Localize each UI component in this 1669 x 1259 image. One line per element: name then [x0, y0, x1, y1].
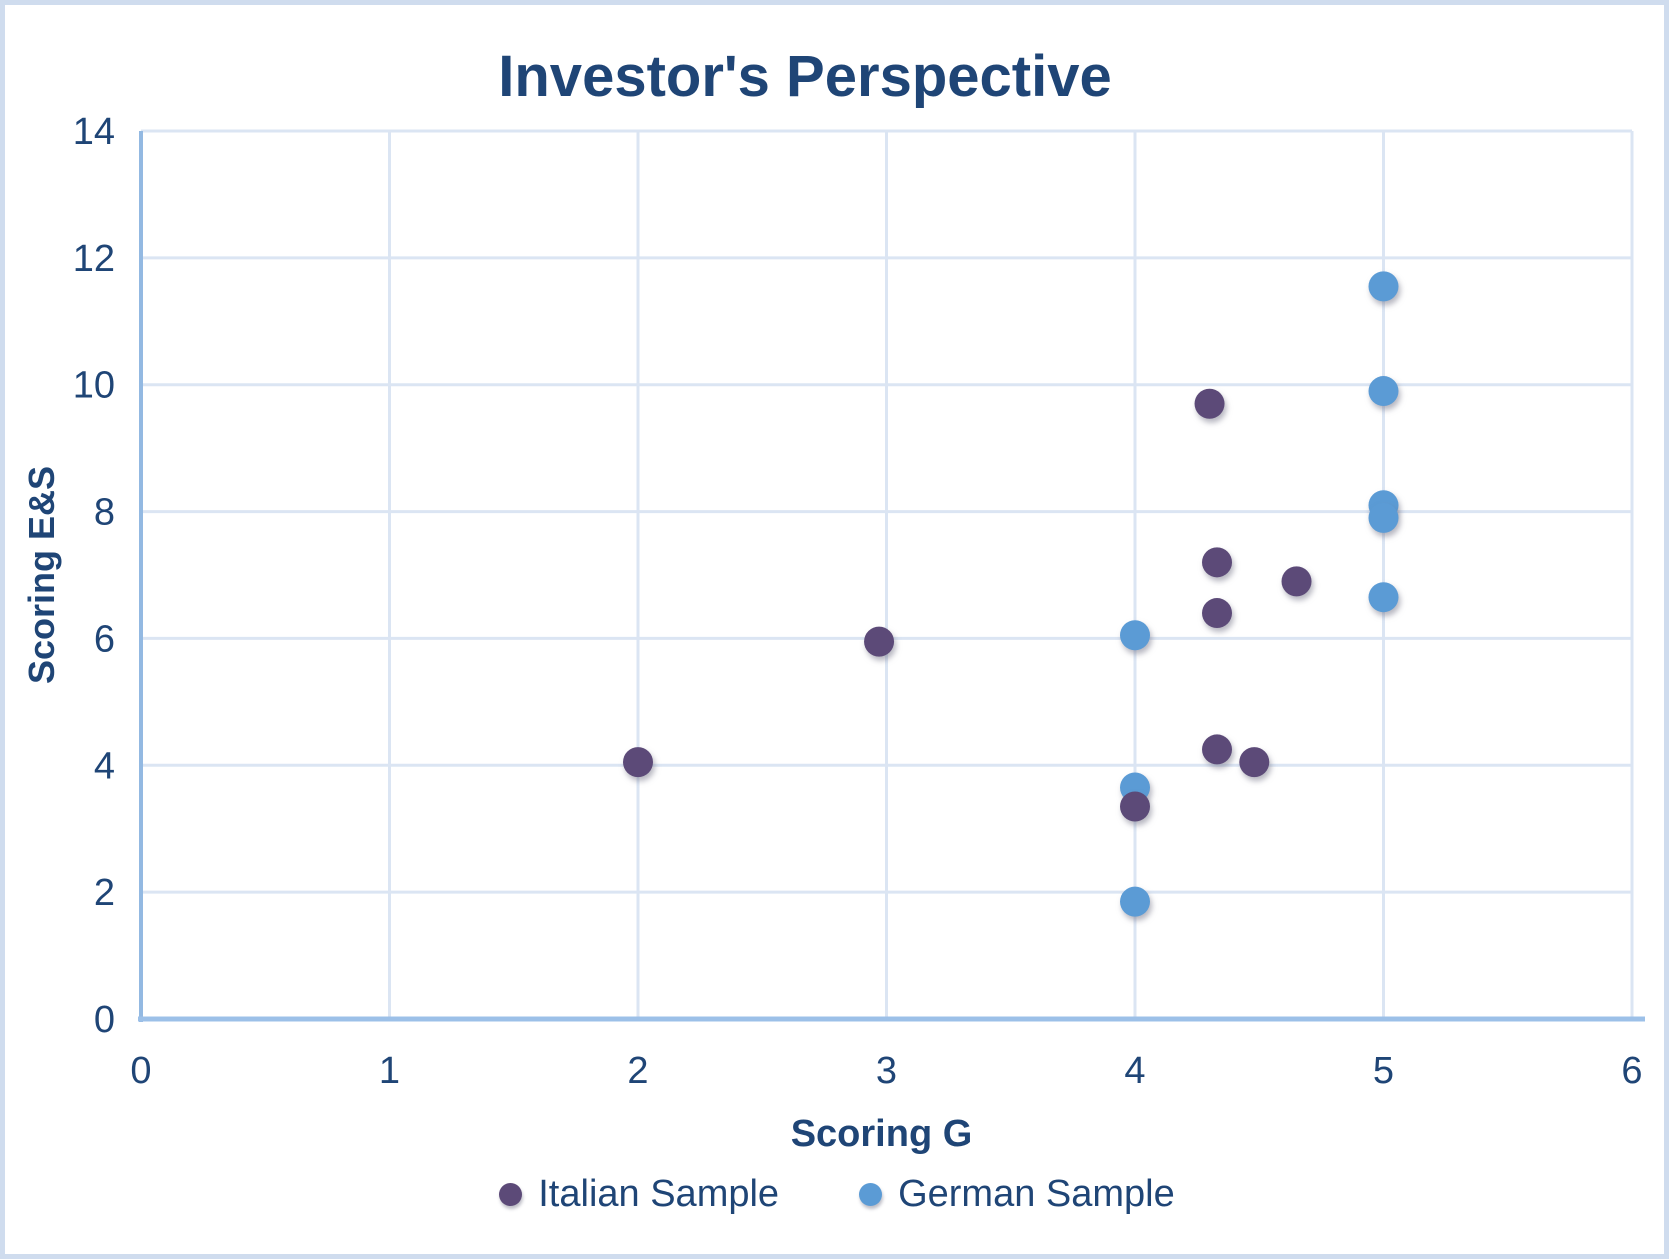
data-point-german-sample[interactable] [1368, 271, 1399, 302]
data-point-italian-sample[interactable] [1239, 747, 1270, 778]
x-tick-label: 1 [379, 1050, 400, 1092]
x-axis-title: Scoring G [790, 1113, 973, 1155]
data-point-italian-sample[interactable] [864, 626, 895, 657]
data-point-italian-sample[interactable] [1120, 791, 1150, 822]
x-tick-label: 5 [1373, 1050, 1394, 1092]
y-tick-label: 14 [73, 111, 115, 153]
data-point-german-sample[interactable] [1368, 376, 1399, 407]
legend-label-german-sample: German Sample [898, 1173, 1175, 1215]
data-point-italian-sample[interactable] [1194, 388, 1225, 419]
y-tick-label: 0 [94, 999, 115, 1041]
data-point-italian-sample[interactable] [1281, 566, 1312, 597]
legend-item-german-sample[interactable]: German Sample [859, 1173, 1175, 1216]
data-point-german-sample[interactable] [1120, 620, 1150, 651]
y-tick-label: 6 [94, 618, 115, 660]
data-point-italian-sample[interactable] [623, 747, 653, 778]
y-axis-title: Scoring E&S [21, 465, 62, 685]
x-tick-label: 0 [130, 1050, 151, 1092]
legend-label-italian-sample: Italian Sample [538, 1173, 780, 1215]
legend-marker-german-icon [859, 1183, 883, 1206]
y-tick-label: 2 [94, 872, 115, 914]
x-tick-label: 2 [627, 1050, 648, 1092]
legend-item-italian-sample[interactable]: Italian Sample [499, 1173, 779, 1216]
legend-marker-italian-icon [499, 1183, 523, 1206]
data-point-german-sample[interactable] [1368, 582, 1399, 613]
x-tick-label: 4 [1124, 1050, 1145, 1092]
data-point-italian-sample[interactable] [1202, 547, 1233, 578]
x-tick-label: 3 [876, 1050, 897, 1092]
x-tick-label: 6 [1621, 1050, 1642, 1092]
data-point-italian-sample[interactable] [1202, 734, 1233, 765]
y-tick-label: 10 [73, 365, 115, 407]
chart-title: Investor's Perspective [498, 44, 1112, 109]
y-tick-label: 8 [94, 492, 115, 534]
y-tick-label: 12 [73, 238, 115, 280]
data-point-german-sample[interactable] [1368, 502, 1399, 533]
legend: Italian Sample German Sample [5, 1173, 1664, 1216]
data-point-italian-sample[interactable] [1202, 598, 1233, 629]
data-point-german-sample[interactable] [1120, 886, 1150, 917]
y-tick-label: 4 [94, 745, 115, 787]
